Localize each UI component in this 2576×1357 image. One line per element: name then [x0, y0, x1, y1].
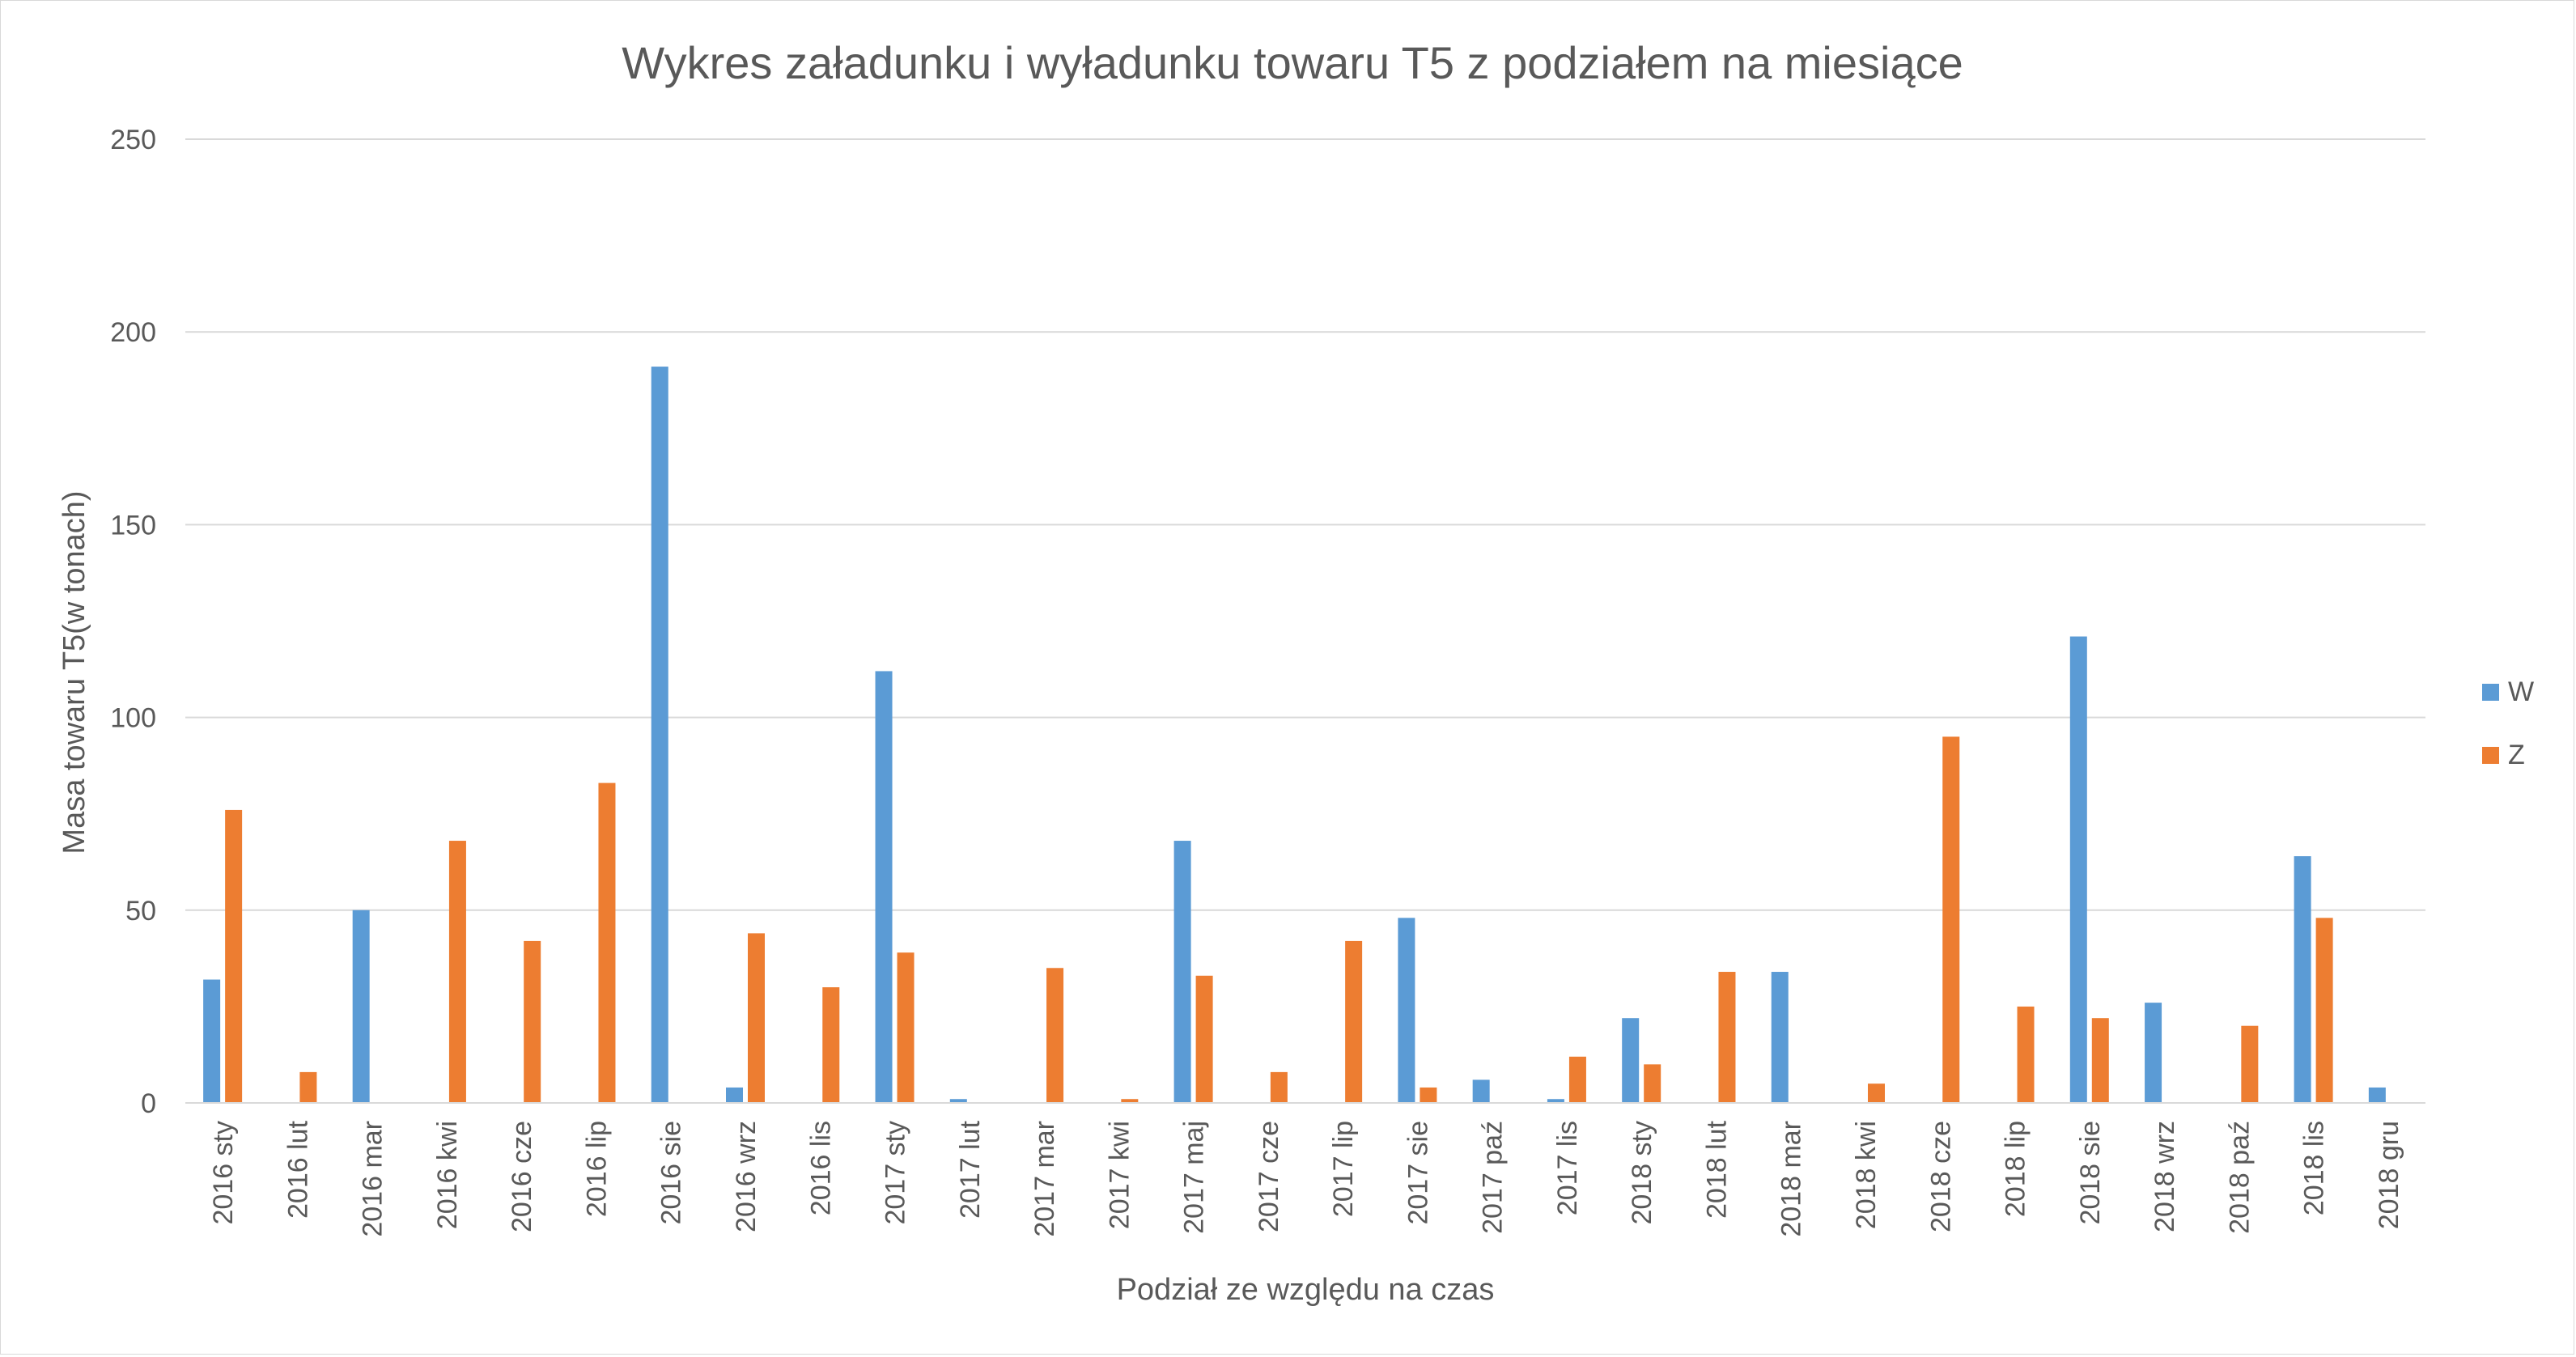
x-tick-label: 2016 lip — [581, 1121, 612, 1217]
x-tick-label: 2016 wrz — [731, 1121, 762, 1232]
bar-w — [726, 1087, 743, 1103]
y-tick-label: 250 — [110, 125, 156, 155]
gridlines — [185, 138, 2425, 911]
bars — [203, 367, 2386, 1103]
bar-z — [1568, 1056, 1586, 1103]
bar-w — [1771, 972, 1789, 1103]
x-tick-label: 2018 lip — [2001, 1121, 2031, 1217]
x-tick-label: 2016 sty — [208, 1121, 239, 1225]
bar-z — [748, 933, 765, 1103]
x-axis-ticks: 2016 sty 2016 lut 2016 mar 2016 kwi 2016 cze… — [208, 1120, 2404, 1236]
bar-z — [1868, 1083, 1885, 1103]
x-tick-label: 2017 maj — [1179, 1121, 1210, 1234]
bar-z — [225, 809, 243, 1103]
x-tick-label: 2016 kwi — [432, 1121, 463, 1229]
bar-z — [1345, 940, 1363, 1103]
bar-z — [897, 952, 915, 1103]
y-tick-label: 0 — [141, 1088, 156, 1119]
bar-w — [949, 1099, 967, 1103]
bar-z — [524, 940, 541, 1103]
legend-label-z: Z — [2508, 740, 2525, 770]
x-tick-label: 2017 kwi — [1104, 1121, 1135, 1229]
x-tick-label: 2017 lut — [955, 1120, 986, 1219]
bar-w — [1173, 841, 1191, 1103]
x-tick-label: 2016 sie — [656, 1121, 687, 1225]
bar-z — [598, 782, 616, 1103]
x-tick-label: 2018 lut — [1701, 1120, 1732, 1219]
bar-z — [1121, 1099, 1139, 1103]
bar-w — [1547, 1099, 1564, 1103]
bar-w — [2368, 1087, 2386, 1103]
bar-z — [1195, 975, 1213, 1103]
y-tick-label: 200 — [110, 317, 156, 348]
x-tick-label: 2017 cze — [1254, 1121, 1284, 1232]
bar-z — [448, 841, 466, 1103]
bar-z — [299, 1071, 317, 1103]
x-tick-label: 2016 cze — [507, 1121, 537, 1232]
bar-w — [2294, 856, 2311, 1103]
bar-w — [651, 367, 668, 1103]
x-tick-label: 2016 mar — [358, 1121, 388, 1237]
bar-z — [822, 987, 840, 1103]
bar-z — [2091, 1018, 2109, 1103]
x-tick-label: 2016 lut — [282, 1120, 313, 1219]
x-tick-label: 2017 sty — [881, 1121, 911, 1225]
bar-z — [1420, 1087, 1437, 1103]
y-tick-label: 150 — [110, 510, 156, 541]
x-axis-title: Podział ze względu na czas — [1117, 1273, 1495, 1307]
x-tick-label: 2017 lip — [1328, 1121, 1359, 1217]
x-tick-label: 2017 paź — [1478, 1121, 1509, 1234]
x-tick-label: 2018 lis — [2299, 1121, 2330, 1215]
x-tick-label: 2018 wrz — [2149, 1121, 2180, 1232]
y-tick-label: 50 — [125, 896, 156, 927]
bar-z — [1718, 972, 1736, 1103]
y-axis-ticks: 0 50 100 150 200 250 — [110, 125, 156, 1119]
legend-label-w: W — [2508, 676, 2534, 707]
bar-w — [2145, 1003, 2162, 1103]
bar-z — [1270, 1071, 1288, 1103]
bar-z — [1644, 1064, 1661, 1103]
bar-z — [2017, 1006, 2035, 1103]
bar-z — [2315, 918, 2333, 1103]
x-tick-label: 2017 lis — [1552, 1121, 1583, 1215]
x-tick-label: 2018 cze — [1925, 1121, 1956, 1232]
legend-swatch-w — [2482, 684, 2499, 701]
bar-z — [1046, 968, 1064, 1103]
x-tick-label: 2016 lis — [805, 1121, 836, 1215]
bar-w — [2069, 636, 2087, 1103]
bar-w — [203, 979, 221, 1103]
bar-z — [2241, 1025, 2259, 1103]
bar-w — [875, 671, 893, 1103]
x-tick-label: 2018 gru — [2374, 1121, 2404, 1229]
bar-w — [1398, 918, 1415, 1103]
x-tick-label: 2017 mar — [1029, 1121, 1060, 1237]
x-tick-label: 2017 sie — [1403, 1121, 1433, 1225]
bar-w — [352, 910, 370, 1103]
legend: WZ — [2482, 676, 2534, 770]
legend-swatch-z — [2482, 747, 2499, 764]
y-axis-title: Masa towaru T5(w tonach) — [57, 490, 91, 854]
x-tick-label: 2018 sty — [1627, 1121, 1657, 1225]
bar-w — [1472, 1079, 1490, 1103]
x-tick-label: 2018 mar — [1776, 1121, 1807, 1237]
x-tick-label: 2018 sie — [2075, 1121, 2106, 1225]
chart-title: Wykres załadunku i wyładunku towaru T5 z… — [622, 37, 1963, 88]
bar-w — [1622, 1018, 1640, 1103]
bar-z — [1942, 736, 1960, 1103]
x-tick-label: 2018 paź — [2224, 1121, 2255, 1234]
x-tick-label: 2018 kwi — [1851, 1121, 1882, 1229]
y-tick-label: 100 — [110, 703, 156, 734]
